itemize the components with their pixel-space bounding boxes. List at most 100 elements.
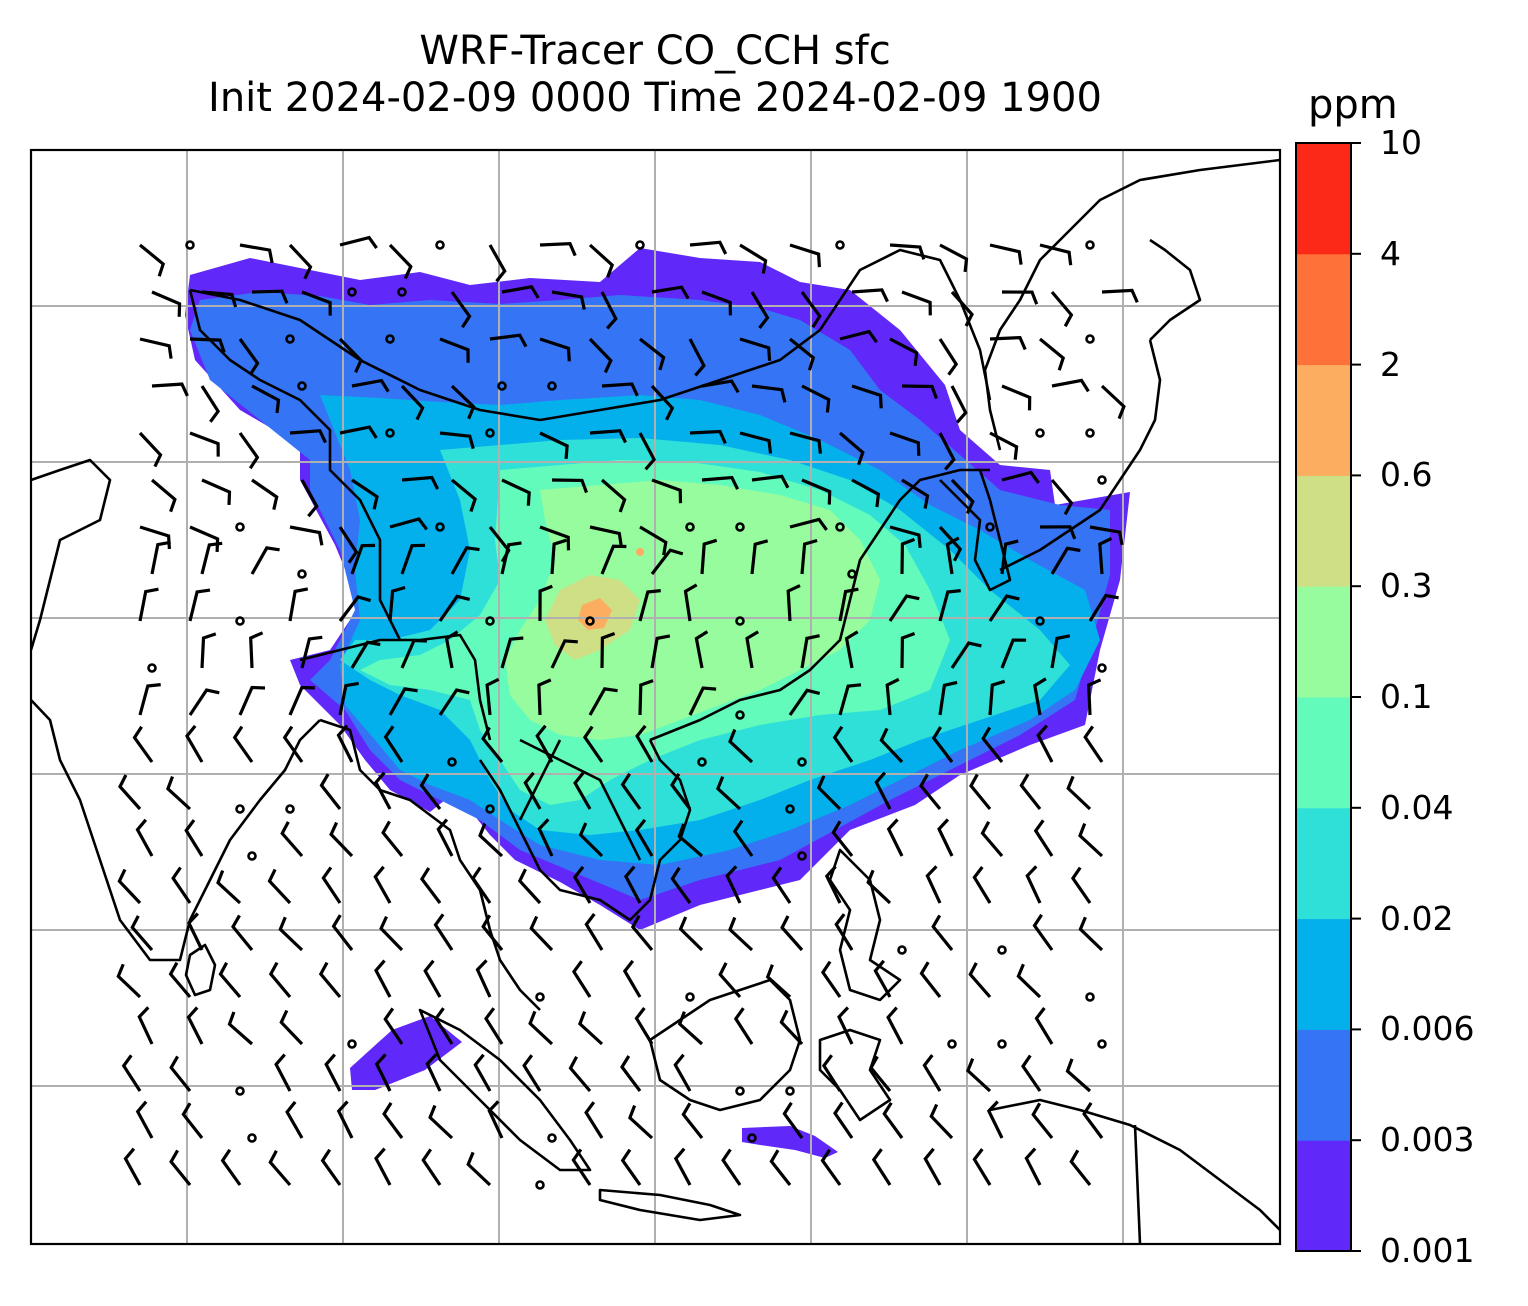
calm-wind-marker <box>547 1133 557 1143</box>
title-line-1: WRF-Tracer CO_CCH sfc <box>419 28 891 74</box>
wind-barb <box>475 959 492 998</box>
wind-barb <box>821 1054 842 1092</box>
wind-barb <box>788 337 816 371</box>
wind-barb <box>339 235 378 250</box>
wind-barb <box>824 865 842 904</box>
wind-barb <box>200 632 217 669</box>
coastline-japan <box>999 238 1202 572</box>
wind-barb <box>189 525 220 552</box>
wind-barb <box>969 773 992 811</box>
wind-barb <box>484 1007 504 1045</box>
wind-barb <box>919 961 942 998</box>
wind-barb <box>188 588 211 622</box>
calm-wind-marker <box>235 616 245 626</box>
wind-barb <box>701 475 740 490</box>
wind-barb <box>279 1009 304 1046</box>
wind-barb <box>517 868 542 905</box>
colorbar-tick-label: 2 <box>1380 344 1401 384</box>
wind-barb <box>922 1054 942 1092</box>
colorbar-segment <box>1296 586 1351 698</box>
wind-barb <box>725 865 742 904</box>
calm-wind-marker <box>1097 475 1107 485</box>
wind-barb <box>249 631 264 669</box>
wind-barb <box>450 291 472 329</box>
wind-barb <box>1036 724 1054 763</box>
calm-wind-marker <box>697 757 707 767</box>
field-level-6 <box>505 480 880 740</box>
wind-barb <box>1065 1058 1092 1093</box>
wind-barb <box>578 822 604 858</box>
wind-barb <box>388 243 413 280</box>
colorbar-segment <box>1296 364 1351 476</box>
wind-barb <box>1001 470 1040 484</box>
wind-barb <box>1019 773 1042 810</box>
wind-barb <box>739 431 773 454</box>
calm-wind-marker <box>185 240 195 250</box>
wind-barb <box>1087 678 1102 716</box>
wind-barb <box>1039 525 1077 540</box>
wind-barb <box>135 818 154 857</box>
wind-barb <box>168 961 192 999</box>
wind-barb <box>1089 525 1124 546</box>
colorbar-tick-label: 0.6 <box>1380 455 1433 495</box>
coastline-new-guinea <box>989 1098 1280 1231</box>
wind-barb <box>650 634 671 669</box>
border-timor-line <box>1133 1124 1142 1244</box>
wind-barb <box>231 914 254 952</box>
wind-barb <box>288 243 313 280</box>
wind-barb <box>721 1148 742 1186</box>
wind-barb <box>1066 775 1092 811</box>
calm-wind-marker <box>747 1133 757 1143</box>
wind-barb <box>421 1148 442 1186</box>
wind-barb <box>901 290 932 316</box>
wind-barb <box>989 431 1019 460</box>
wind-barb <box>851 384 883 409</box>
calm-wind-marker <box>247 851 257 861</box>
wind-barb <box>620 772 642 810</box>
wind-barb <box>779 1009 804 1046</box>
wind-barb <box>701 379 740 394</box>
wind-barb <box>419 773 442 810</box>
wind-barb <box>1021 1054 1042 1092</box>
calm-wind-marker <box>1085 334 1095 344</box>
wind-barb <box>620 1148 642 1186</box>
wind-barb <box>500 636 524 669</box>
calm-wind-marker <box>797 851 807 861</box>
wind-barb <box>677 1011 704 1046</box>
wind-barb <box>601 382 639 397</box>
wind-barb <box>251 289 289 304</box>
field-level-8-spot <box>636 548 644 556</box>
coastline-indochina <box>478 739 692 922</box>
wind-barb <box>401 475 440 490</box>
wind-barb <box>689 429 727 445</box>
wind-barb <box>232 725 254 763</box>
wind-barb <box>800 634 820 669</box>
colorbar-tick-label: 0.3 <box>1380 566 1433 606</box>
wind-barb <box>900 537 916 575</box>
wind-barb <box>278 916 304 952</box>
wind-barb <box>732 819 754 857</box>
wind-barb <box>1016 963 1042 999</box>
wind-barb <box>838 683 862 716</box>
wind-barb <box>833 1101 854 1139</box>
wind-barb <box>638 589 661 622</box>
wind-barb <box>423 959 442 998</box>
calm-wind-marker <box>797 757 807 767</box>
wind-barb <box>550 538 567 575</box>
wind-barb <box>1051 378 1090 393</box>
field-level-1-south-b <box>742 1126 838 1158</box>
calm-wind-marker <box>1035 616 1045 626</box>
wind-barb <box>739 337 772 361</box>
wind-barb <box>116 963 142 999</box>
wind-barb <box>572 865 592 904</box>
wind-barb <box>373 771 392 810</box>
wind-barb <box>801 478 832 505</box>
wind-barb <box>765 964 792 999</box>
wind-barb <box>1088 593 1119 622</box>
wind-barb <box>389 517 428 531</box>
wind-barb <box>600 478 627 513</box>
wind-barb <box>989 335 1027 351</box>
wind-barb <box>889 243 926 260</box>
wind-barb <box>788 688 821 716</box>
wind-barb <box>1025 865 1042 904</box>
